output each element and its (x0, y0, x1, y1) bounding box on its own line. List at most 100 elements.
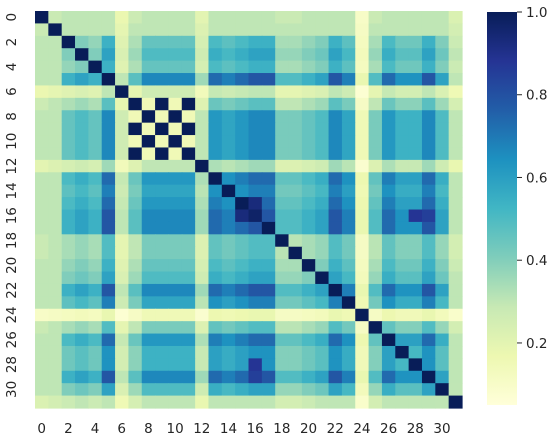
heatmap-cell (368, 333, 383, 347)
heatmap-cell (421, 321, 436, 335)
heatmap-cell (248, 85, 263, 99)
heatmap-cell (261, 383, 276, 397)
heatmap-cell (355, 345, 370, 359)
heatmap-cell (315, 271, 330, 285)
heatmap-cell (35, 321, 49, 335)
heatmap-cell (421, 383, 436, 397)
heatmap-cell (235, 60, 250, 74)
heatmap-cell (275, 370, 290, 384)
heatmap-cell (61, 184, 76, 198)
heatmap-cell (115, 296, 129, 310)
heatmap-cell (248, 370, 263, 384)
heatmap-cell (75, 23, 89, 37)
heatmap-cell (155, 358, 170, 372)
y-tick-label: 30 (4, 381, 20, 398)
heatmap-cell (275, 159, 290, 173)
heatmap-cell (248, 345, 263, 359)
heatmap-cell (221, 358, 236, 372)
heatmap-cell (61, 159, 76, 173)
colorbar-tick-label: 0.2 (526, 336, 547, 352)
heatmap-cell (48, 97, 63, 111)
heatmap-cell (75, 259, 89, 273)
heatmap-cell (275, 358, 290, 372)
heatmap-cell (48, 321, 63, 335)
heatmap-cell (195, 97, 210, 111)
heatmap-cell (301, 209, 316, 223)
y-tick-label: 16 (4, 207, 20, 224)
heatmap-cell (261, 321, 276, 335)
heatmap-cell (261, 122, 276, 136)
heatmap-cell (141, 259, 156, 273)
heatmap-cell (61, 370, 76, 384)
heatmap-cell (315, 23, 330, 37)
heatmap-cell (221, 209, 236, 223)
heatmap-cell (301, 172, 316, 186)
heatmap-cell (208, 209, 223, 223)
heatmap-cell (221, 345, 236, 359)
heatmap-cell (181, 296, 196, 310)
y-tick-label: 14 (4, 182, 20, 199)
heatmap-cell (221, 135, 236, 149)
heatmap-cell (301, 85, 316, 99)
heatmap-cell (421, 358, 436, 372)
x-tick-label: 26 (380, 421, 397, 437)
heatmap-cell (261, 271, 276, 285)
heatmap-cell (75, 283, 89, 297)
heatmap-cell (75, 296, 89, 310)
heatmap-cell (155, 333, 170, 347)
heatmap-cell (181, 73, 196, 87)
heatmap-cell (88, 97, 103, 111)
heatmap-cell (248, 48, 263, 62)
heatmap-cell (261, 283, 276, 297)
heatmap-cell (221, 11, 236, 25)
heatmap-cell (141, 122, 156, 136)
heatmap-cell (101, 271, 116, 285)
heatmap-cell (315, 259, 330, 273)
heatmap-cell (301, 283, 316, 297)
heatmap-cell (155, 135, 170, 149)
heatmap-cell (435, 209, 450, 223)
heatmap-cell (155, 246, 170, 260)
heatmap-cell (75, 172, 89, 186)
heatmap-cell (35, 60, 49, 74)
heatmap-cell (115, 246, 129, 260)
heatmap-cell (261, 110, 276, 124)
heatmap-cell (355, 48, 370, 62)
heatmap-cell (408, 234, 423, 248)
colorbar-tick-label: 0.6 (526, 170, 547, 186)
heatmap-cell (75, 110, 89, 124)
heatmap-cell (101, 60, 116, 74)
heatmap-cell (128, 122, 143, 136)
heatmap-cell (301, 345, 316, 359)
heatmap-cell (155, 110, 170, 124)
heatmap-cell (381, 308, 396, 322)
heatmap-cell (435, 383, 450, 397)
heatmap-cell (88, 11, 103, 25)
heatmap-cell (368, 35, 383, 49)
heatmap-cell (368, 197, 383, 211)
heatmap-cell (35, 73, 49, 87)
heatmap-cell (275, 246, 290, 260)
heatmap-cell (301, 197, 316, 211)
heatmap-cell (101, 395, 116, 409)
heatmap-cell (261, 221, 276, 235)
heatmap-cell (395, 60, 410, 74)
heatmap-cell (315, 135, 330, 149)
heatmap-cell (61, 48, 76, 62)
heatmap-cell (128, 283, 143, 297)
heatmap-cell (288, 147, 303, 161)
heatmap-cell (368, 147, 383, 161)
heatmap-cell (341, 60, 356, 74)
heatmap-cell (88, 122, 103, 136)
heatmap-cell (88, 246, 103, 260)
heatmap-cell (61, 35, 76, 49)
heatmap-cell (301, 246, 316, 260)
heatmap-cell (355, 283, 370, 297)
heatmap-cell (261, 35, 276, 49)
heatmap-cell (448, 296, 463, 310)
heatmap-cell (448, 110, 463, 124)
heatmap-cell (221, 60, 236, 74)
heatmap-cell (208, 246, 223, 260)
heatmap-cell (48, 271, 63, 285)
heatmap-cell (381, 383, 396, 397)
